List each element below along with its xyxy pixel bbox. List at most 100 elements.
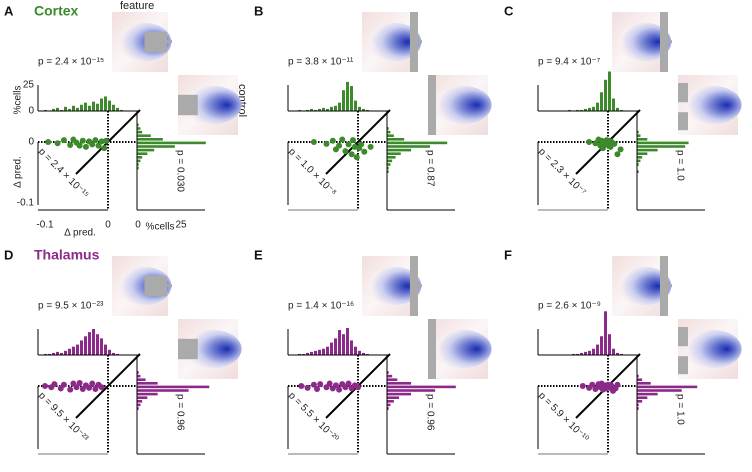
right-hist-bar (387, 389, 436, 392)
top-hist-bar (572, 353, 575, 355)
right-hist-bar (387, 407, 389, 410)
right-hist-bar (137, 163, 139, 166)
scatter-point (326, 380, 333, 387)
top-hist-bar (600, 92, 603, 111)
top-hist-bar (44, 109, 47, 111)
top-hist-bar (100, 98, 103, 111)
right-hist-bar (137, 400, 143, 403)
gray-block (678, 356, 688, 375)
right-hist-bar (637, 130, 639, 134)
right-hist-bar (637, 385, 698, 389)
scatter-point (589, 381, 596, 388)
p-right: p = 0.030 (174, 150, 185, 192)
top-hist-bar (44, 353, 47, 355)
tick-label: -0.1 (17, 198, 35, 209)
top-hist-bar (68, 108, 71, 111)
right-hist-bar (387, 385, 456, 389)
top-hist-bar (612, 348, 615, 355)
axis-label: Δ pred. (64, 228, 96, 239)
scatter-point (586, 139, 593, 145)
tick-label: 25 (175, 220, 187, 231)
scatter-point (310, 381, 317, 388)
top-hist-bar (104, 96, 107, 111)
top-hist-bar (72, 346, 75, 355)
top-hist-bar (604, 311, 607, 355)
right-hist-bar (637, 400, 643, 403)
right-hist-bar (387, 152, 401, 155)
top-hist-bar (576, 353, 579, 355)
top-hist-bar (604, 79, 607, 111)
top-hist-bar (64, 350, 67, 355)
right-hist-bar (137, 156, 143, 159)
panel: Fp = 2.6 × 10⁻⁹ p = 5.9 × 10⁻¹⁰ p = 1.0 (504, 247, 742, 455)
top-hist-bar (334, 105, 337, 111)
top-hist-bar (616, 352, 619, 355)
right-hist-bar (637, 156, 643, 159)
top-hist-bar (568, 109, 571, 111)
gray-block (660, 12, 668, 72)
panel: D Thalamus p = 9.5 × 10⁻²³ p = 9.5 × 10⁻²³ p… (4, 247, 242, 455)
top-hist-bar (310, 108, 313, 111)
top-hist-bar (576, 109, 579, 111)
scatter-point (73, 384, 80, 391)
top-hist-bar (358, 350, 361, 355)
right-hist-bar (137, 134, 151, 137)
p-top: p = 9.4 × 10⁻⁷ (538, 57, 601, 68)
right-hist-bar (387, 400, 394, 403)
scatter-point (92, 386, 99, 393)
top-hist-bar (116, 353, 119, 355)
panel-letter: C (504, 3, 514, 18)
top-hist-bar (588, 107, 591, 111)
panel-letter: B (254, 3, 263, 18)
unity-line (75, 353, 141, 419)
right-hist-bar (137, 148, 155, 152)
heatmap-blob (367, 22, 422, 62)
scatter-point (323, 140, 330, 147)
heatmap-blob (684, 329, 742, 369)
tick-label: -0.1 (36, 220, 54, 231)
gray-block (144, 31, 167, 53)
top-hist-bar (88, 332, 91, 355)
right-hist-bar (137, 159, 141, 163)
top-hist-bar (620, 353, 623, 355)
scatter-point (76, 142, 83, 149)
gray-block (428, 319, 436, 379)
top-hist-bar (100, 338, 103, 355)
heatmap-blob (434, 329, 492, 369)
scatter-point (67, 386, 74, 393)
right-hist-bar (637, 378, 643, 381)
top-hist-bar (92, 101, 95, 111)
notch (416, 40, 422, 44)
right-hist-bar (387, 141, 448, 145)
top-hist-bar (616, 107, 619, 111)
heatmap-blob (617, 266, 672, 306)
scatter-point (86, 384, 93, 391)
gray-block (410, 12, 418, 72)
p-top: p = 9.5 × 10⁻²³ (38, 301, 104, 312)
right-hist-bar (637, 148, 658, 152)
scatter-point (54, 140, 61, 147)
top-hist-bar (346, 81, 349, 111)
scatter-point (358, 141, 365, 148)
top-hist-bar (56, 351, 59, 355)
p-diag: p = 5.9 × 10⁻¹⁰ (536, 390, 590, 444)
top-hist-bar (120, 109, 123, 111)
top-hist-bar (322, 107, 325, 111)
scatter-point (317, 381, 324, 388)
top-hist-bar (334, 338, 337, 355)
scatter-point (314, 386, 321, 393)
p-diag: p = 2.3 × 10⁻⁷ (536, 146, 588, 198)
right-hist-bar (137, 407, 139, 410)
top-hist-bar (620, 109, 623, 111)
scatter-point (342, 148, 349, 155)
gray-block (678, 112, 688, 131)
top-hist-bar (52, 108, 55, 111)
p-right: p = 1.0 (674, 150, 685, 181)
top-hist-bar (76, 344, 79, 355)
top-hist-bar (358, 106, 361, 111)
p-diag: p = 5.5 × 10⁻²⁰ (286, 390, 340, 444)
top-hist-bar (342, 334, 345, 355)
scatter-point (67, 142, 74, 149)
top-hist-bar (354, 100, 357, 111)
